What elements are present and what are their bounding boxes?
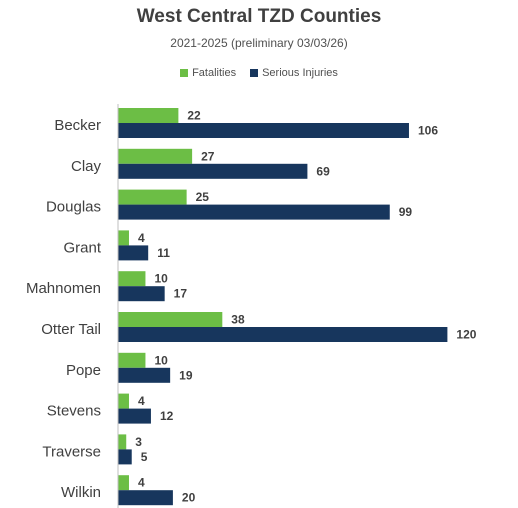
bar-fatalities-traverse [118, 434, 127, 450]
bar-fatalities-pope [118, 352, 146, 368]
legend-item-fatalities: Fatalities [180, 67, 236, 79]
legend-item-serious-injuries: Serious Injuries [250, 67, 338, 79]
data-label-fatalities-otter-tail: 38 [231, 313, 245, 327]
data-label-fatalities-douglas: 25 [196, 190, 210, 204]
data-label-serious-injuries-wilkin: 20 [182, 491, 196, 505]
data-label-serious-injuries-traverse: 5 [141, 450, 148, 464]
data-label-fatalities-pope: 10 [154, 353, 168, 367]
chart-title: West Central TZD Counties [136, 6, 382, 27]
category-label-becker: Becker [54, 117, 101, 134]
category-label-clay: Clay [71, 158, 102, 175]
bar-serious-injuries-becker [118, 123, 409, 138]
bar-serious-injuries-stevens [118, 408, 151, 424]
bar-serious-injuries-pope [118, 367, 171, 383]
bar-fatalities-grant [118, 230, 129, 246]
category-label-otter-tail: Otter Tail [41, 321, 101, 338]
data-label-serious-injuries-clay: 69 [316, 164, 330, 178]
category-label-wilkin: Wilkin [61, 484, 101, 501]
bar-fatalities-otter-tail [118, 312, 223, 327]
category-label-pope: Pope [66, 362, 101, 379]
data-label-serious-injuries-stevens: 12 [160, 409, 174, 423]
legend-swatch-serious-injuries [250, 69, 259, 77]
legend-label-fatalities: Fatalities [192, 67, 237, 79]
data-label-serious-injuries-douglas: 99 [399, 205, 413, 219]
data-label-serious-injuries-otter-tail: 120 [456, 328, 476, 342]
data-label-serious-injuries-grant: 11 [157, 246, 170, 260]
bar-fatalities-douglas [118, 189, 187, 205]
bar-fatalities-stevens [118, 393, 129, 409]
bar-serious-injuries-grant [118, 245, 149, 261]
category-label-grant: Grant [63, 239, 101, 256]
data-label-fatalities-becker: 22 [187, 109, 201, 123]
bar-fatalities-wilkin [118, 475, 129, 491]
data-label-fatalities-wilkin: 4 [138, 476, 145, 490]
legend-label-serious-injuries: Serious Injuries [262, 67, 338, 79]
data-label-serious-injuries-becker: 106 [418, 124, 438, 138]
category-label-mahnomen: Mahnomen [26, 280, 101, 297]
data-label-serious-injuries-mahnomen: 17 [174, 287, 188, 301]
bar-fatalities-mahnomen [118, 271, 146, 287]
data-label-fatalities-mahnomen: 10 [154, 272, 168, 286]
bar-fatalities-becker [118, 108, 179, 123]
bar-serious-injuries-douglas [118, 204, 390, 220]
category-label-douglas: Douglas [46, 199, 101, 216]
data-label-fatalities-traverse: 3 [135, 435, 142, 449]
chart-subtitle: 2021-2025 (preliminary 03/03/26) [170, 36, 348, 50]
bar-serious-injuries-wilkin [118, 490, 173, 506]
category-label-stevens: Stevens [47, 403, 101, 420]
bar-serious-injuries-traverse [118, 449, 132, 465]
bar-serious-injuries-clay [118, 163, 308, 179]
chart-legend: Fatalities Serious Injuries [0, 67, 518, 79]
data-label-fatalities-grant: 4 [138, 231, 145, 245]
bar-serious-injuries-otter-tail [118, 327, 448, 342]
legend-swatch-fatalities [180, 69, 189, 77]
data-label-fatalities-clay: 27 [201, 149, 215, 163]
data-label-fatalities-stevens: 4 [138, 394, 145, 408]
data-label-serious-injuries-pope: 19 [179, 368, 193, 382]
bar-serious-injuries-mahnomen [118, 286, 165, 302]
bar-fatalities-clay [118, 148, 193, 164]
category-label-traverse: Traverse [42, 443, 101, 460]
